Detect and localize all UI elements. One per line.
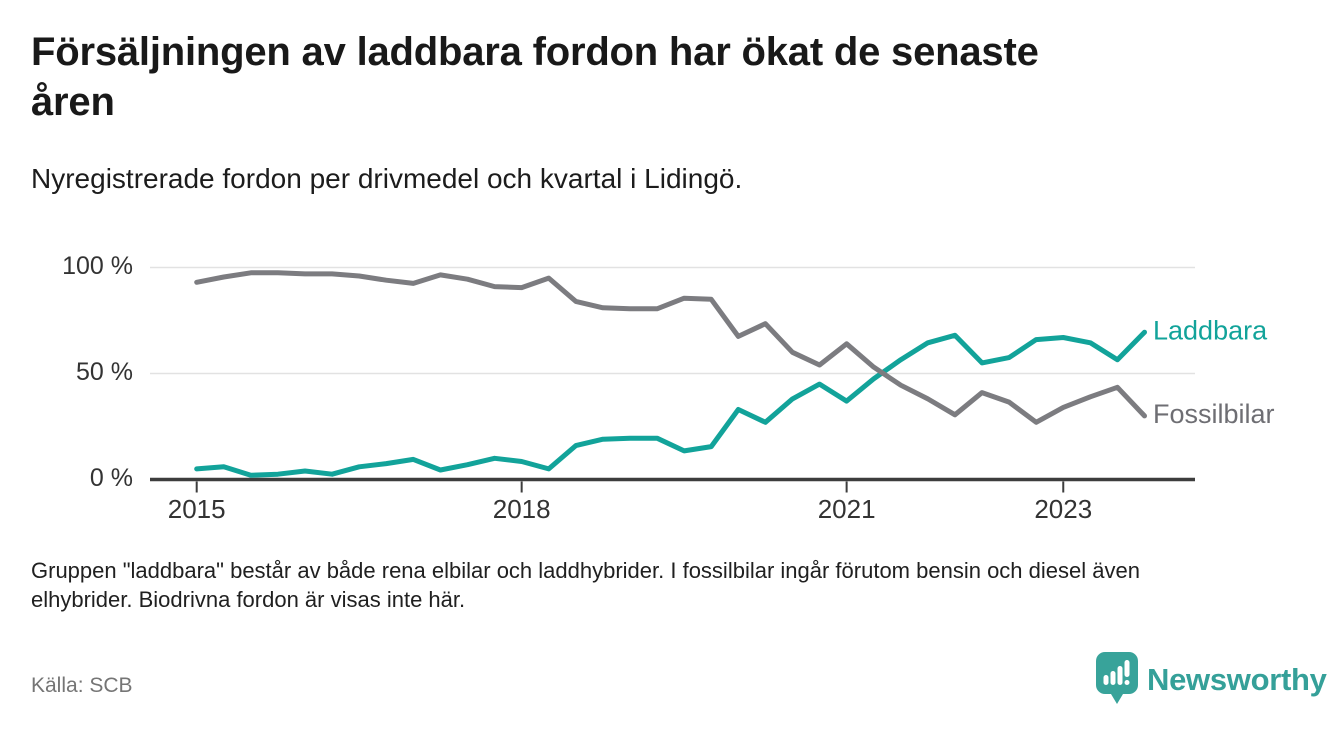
x-axis-label-2015: 2015 [168,494,226,524]
page-title: Försäljningen av laddbara fordon har öka… [31,28,1281,127]
x-axis-label-2021: 2021 [818,494,876,524]
y-axis-label-100: 100 % [62,252,133,280]
y-axis-label-50: 50 % [76,358,133,386]
chart-subtitle: Nyregistrerade fordon per drivmedel och … [31,163,743,194]
source-label: Källa: SCB [31,674,133,697]
page-title-line-1: Försäljningen av laddbara fordon har öka… [31,30,1039,74]
x-axis-label-2018: 2018 [493,494,551,524]
chart-footnote-line-2: elhybrider. Biodrivna fordon är visas in… [31,587,466,613]
newsworthy-wordmark: Newsworthy [1147,662,1327,697]
line-chart: 0 % 50 % 100 % 2015 2018 2021 2023 Laddbara Foss… [62,252,1275,524]
page-title-line-2: åren [31,79,115,124]
series-label-laddbara: Laddbara [1153,315,1268,345]
series-line-fossilbilar [194,270,1147,425]
series-line-laddbara [194,329,1147,478]
newsworthy-pin-bar-chart-icon [1096,652,1138,704]
y-axis-label-0: 0 % [90,464,133,492]
newsworthy-logo: Newsworthy [1096,652,1327,708]
chart-footnote-line-1: Gruppen "laddbara" består av både rena e… [31,558,1140,583]
series-label-fossilbilar: Fossilbilar [1153,399,1275,429]
x-axis-label-2023: 2023 [1034,494,1092,524]
chart-footnote: Gruppen "laddbara" består av både rena e… [31,556,1301,614]
